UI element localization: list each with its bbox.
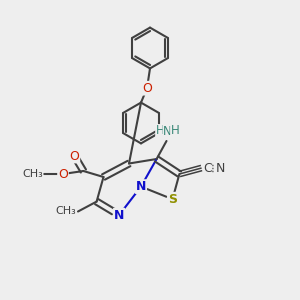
Text: N: N — [114, 208, 124, 222]
Text: CH₃: CH₃ — [22, 169, 43, 179]
Text: H: H — [155, 124, 164, 137]
Text: N: N — [163, 125, 172, 138]
Text: N: N — [136, 180, 146, 193]
Text: O: O — [142, 82, 152, 95]
Text: S: S — [168, 193, 177, 206]
Text: H: H — [170, 124, 179, 137]
Text: O: O — [58, 167, 68, 181]
Text: CH₃: CH₃ — [56, 206, 76, 217]
Text: O: O — [70, 149, 79, 163]
Text: C: C — [203, 161, 212, 175]
Text: N: N — [216, 161, 225, 175]
